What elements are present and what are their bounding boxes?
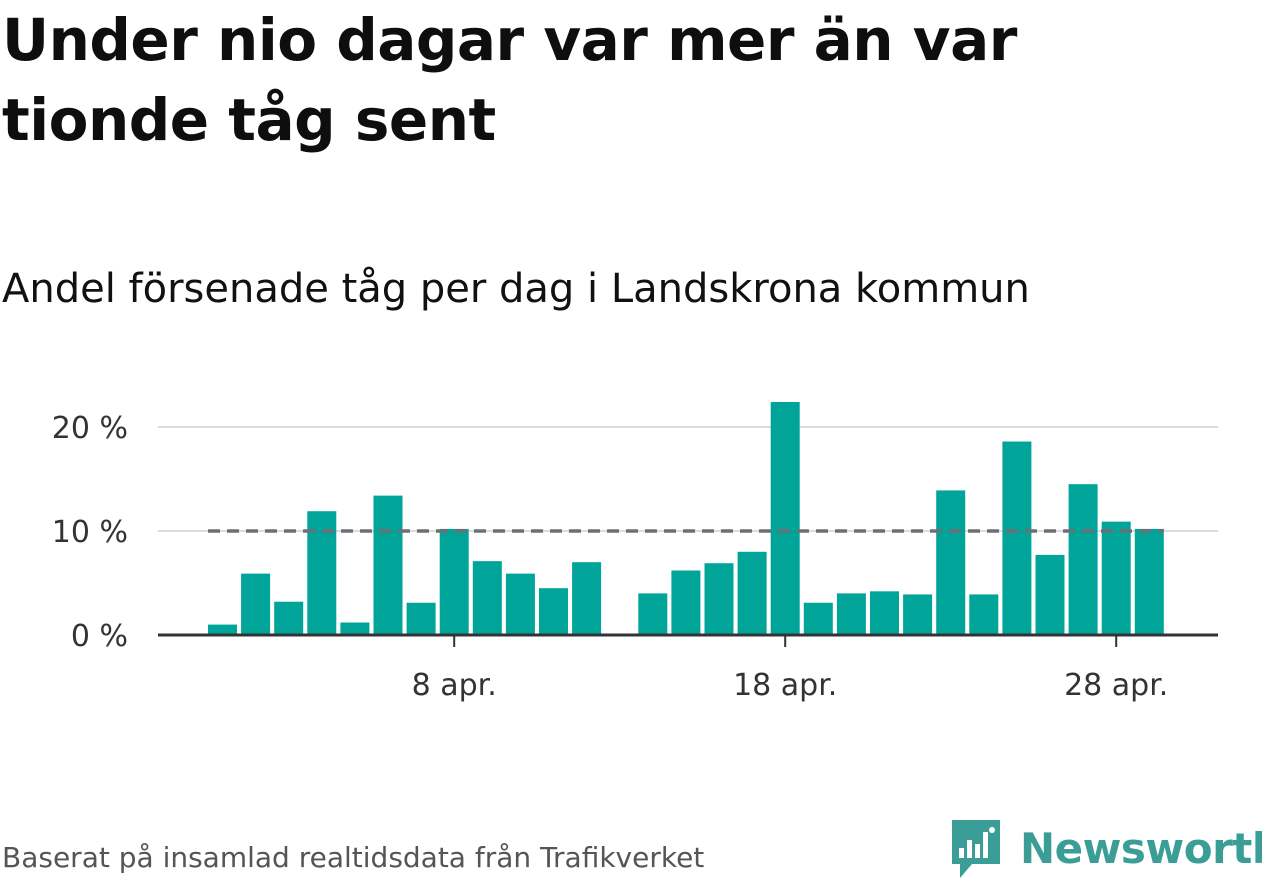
- bar-2024-04-22: [903, 594, 933, 635]
- bars: [208, 402, 1164, 635]
- bar-2024-04-10: [505, 573, 535, 635]
- bar-2024-04-11: [539, 588, 568, 635]
- bar-2024-04-17: [737, 551, 767, 635]
- bar-2024-04-06: [373, 495, 403, 635]
- bar-2024-04-28: [1101, 521, 1131, 635]
- bar-2024-04-20: [836, 593, 866, 635]
- y-axis-tick-labels: 0 % 10 % 20 %: [52, 411, 128, 654]
- bar-2024-04-16: [704, 563, 734, 635]
- x-tick-label: 18 apr.: [733, 668, 837, 703]
- newsworthy-logo-icon: [952, 820, 1000, 878]
- chart-title: Under nio dagar var mer än var tionde tå…: [2, 6, 1017, 154]
- source-note: Baserat på insamlad realtidsdata från Tr…: [2, 841, 705, 874]
- y-tick-label: 0 %: [71, 619, 128, 654]
- bar-2024-04-05: [340, 622, 370, 635]
- bar-2024-04-18: [770, 402, 800, 635]
- bar-2024-04-02: [241, 573, 271, 635]
- y-tick-label: 20 %: [52, 411, 128, 446]
- y-tick-label: 10 %: [52, 515, 128, 550]
- bar-2024-04-27: [1068, 484, 1098, 635]
- bar-2024-04-01: [208, 624, 237, 635]
- bar-2024-04-14: [638, 593, 668, 635]
- bar-2024-04-29: [1134, 528, 1164, 635]
- bar-2024-04-23: [936, 490, 966, 635]
- bar-2024-04-09: [472, 561, 502, 635]
- bar-2024-04-07: [406, 602, 436, 635]
- bar-2024-04-25: [1002, 441, 1032, 635]
- bar-2024-04-03: [274, 601, 304, 635]
- bar-2024-04-12: [572, 562, 602, 635]
- bar-2024-04-24: [969, 594, 999, 635]
- bar-2024-04-15: [671, 570, 701, 635]
- bar-2024-04-19: [803, 602, 833, 635]
- bar-2024-04-21: [870, 591, 899, 635]
- x-axis-ticks: 8 apr. 18 apr. 28 apr.: [412, 635, 1168, 703]
- bar-2024-04-08: [439, 528, 469, 635]
- x-tick-label: 8 apr.: [412, 668, 497, 703]
- bar-2024-04-26: [1035, 554, 1065, 635]
- brand-name: Newsworthy: [1020, 824, 1262, 873]
- brand-logo-group: Newsworthy: [950, 818, 1262, 880]
- x-tick-label: 28 apr.: [1064, 668, 1168, 703]
- chart-subtitle: Andel försenade tåg per dag i Landskrona…: [2, 266, 1030, 312]
